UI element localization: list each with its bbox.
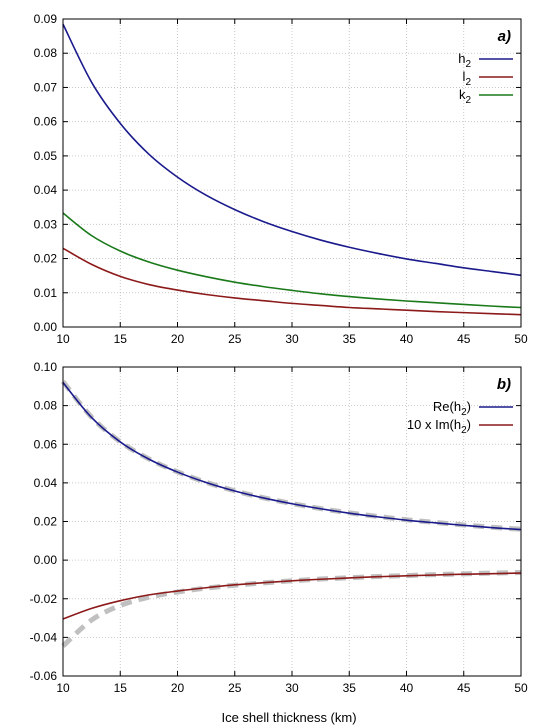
panel-a-x-tick-label: 30 xyxy=(285,332,299,346)
panel-a-y-tick-label: 0.00 xyxy=(34,320,58,334)
panel-a-y-tick-label: 0.01 xyxy=(34,286,58,300)
panel-a-series-line-2 xyxy=(62,212,522,309)
panel-a-x-tick-label: 35 xyxy=(343,332,357,346)
panel-b-panel-label: b) xyxy=(497,376,511,393)
panel-b-y-tick-label: -0.04 xyxy=(30,630,58,644)
panel-a-legend-label-2: k2 xyxy=(459,87,472,106)
panel-b-x-tick-label: 30 xyxy=(285,681,299,695)
panel-b-legend-label-1: 10 x Im(h2) xyxy=(407,417,471,436)
panel-a-plot-frame xyxy=(62,18,522,328)
panel-a-series-line-1 xyxy=(62,247,522,316)
panel-a-y-tick-label: 0.03 xyxy=(34,217,58,231)
panel-b-x-tick-label: 25 xyxy=(228,681,242,695)
panel-a-y-tick-label: 0.02 xyxy=(34,252,58,266)
panel-a-panel-label: a) xyxy=(498,28,511,45)
panel-b-x-tick-label: 45 xyxy=(457,681,471,695)
panel-b-y-tick-label: 0.06 xyxy=(34,437,58,451)
panel-b-legend-label-0: Re(h2) xyxy=(433,399,471,418)
panel-a-y-tick-label: 0.07 xyxy=(34,80,58,94)
panel-a-chart: 10 15 20 25 30 35 40 45 50 0.00 0.01 0.02 0.03 0.04 0.… xyxy=(34,12,528,346)
panel-b-series-line-0 xyxy=(62,381,522,531)
panel-b-x-tick-label: 40 xyxy=(400,681,414,695)
panel-b-y-tick-label: -0.06 xyxy=(30,669,58,683)
panel-b-x-tick-label: 50 xyxy=(514,681,528,695)
panel-b-y-tick-label: 0.10 xyxy=(34,360,58,374)
panel-b-chart: 10 15 20 25 30 35 40 45 50 -0.06 -0.04 -0.02 0.00 0.0… xyxy=(30,360,528,695)
panel-b-y-tick-label: 0.02 xyxy=(34,515,58,529)
panel-b-x-tick-label: 20 xyxy=(171,681,185,695)
panel-b-plot-frame xyxy=(62,366,522,677)
panel-b-y-tick-label: -0.02 xyxy=(30,592,58,606)
panel-a-x-tick-label: 15 xyxy=(114,332,128,346)
panel-a-legend-label-1: l2 xyxy=(463,69,472,88)
panel-a-x-tick-label: 40 xyxy=(400,332,414,346)
panel-b-x-tick-label: 10 xyxy=(56,681,70,695)
panel-a-y-tick-label: 0.08 xyxy=(34,46,58,60)
panel-a-series-line-0 xyxy=(62,23,522,277)
panel-a-y-tick-label: 0.04 xyxy=(34,183,58,197)
panel-b-x-tick-label: 15 xyxy=(114,681,128,695)
panel-a-y-tick-label: 0.06 xyxy=(34,115,58,129)
panel-a-y-tick-label: 0.09 xyxy=(34,12,58,26)
panel-b-y-tick-label: 0.08 xyxy=(34,399,58,413)
panel-a-x-tick-label: 50 xyxy=(514,332,528,346)
panel-a-legend-label-0: h2 xyxy=(458,51,471,70)
panel-b-x-tick-label: 35 xyxy=(343,681,357,695)
panel-b-y-tick-label: 0.00 xyxy=(34,553,58,567)
panel-b-y-tick-label: 0.04 xyxy=(34,476,58,490)
panel-a-x-tick-label: 20 xyxy=(171,332,185,346)
panel-a-x-tick-label: 45 xyxy=(457,332,471,346)
x-axis-label: Ice shell thickness (km) xyxy=(221,710,356,725)
panel-a-x-tick-label: 25 xyxy=(228,332,242,346)
panel-b-series-line-1 xyxy=(62,572,522,620)
panel-a-x-tick-label: 10 xyxy=(56,332,70,346)
panel-a-y-tick-label: 0.05 xyxy=(34,149,58,163)
